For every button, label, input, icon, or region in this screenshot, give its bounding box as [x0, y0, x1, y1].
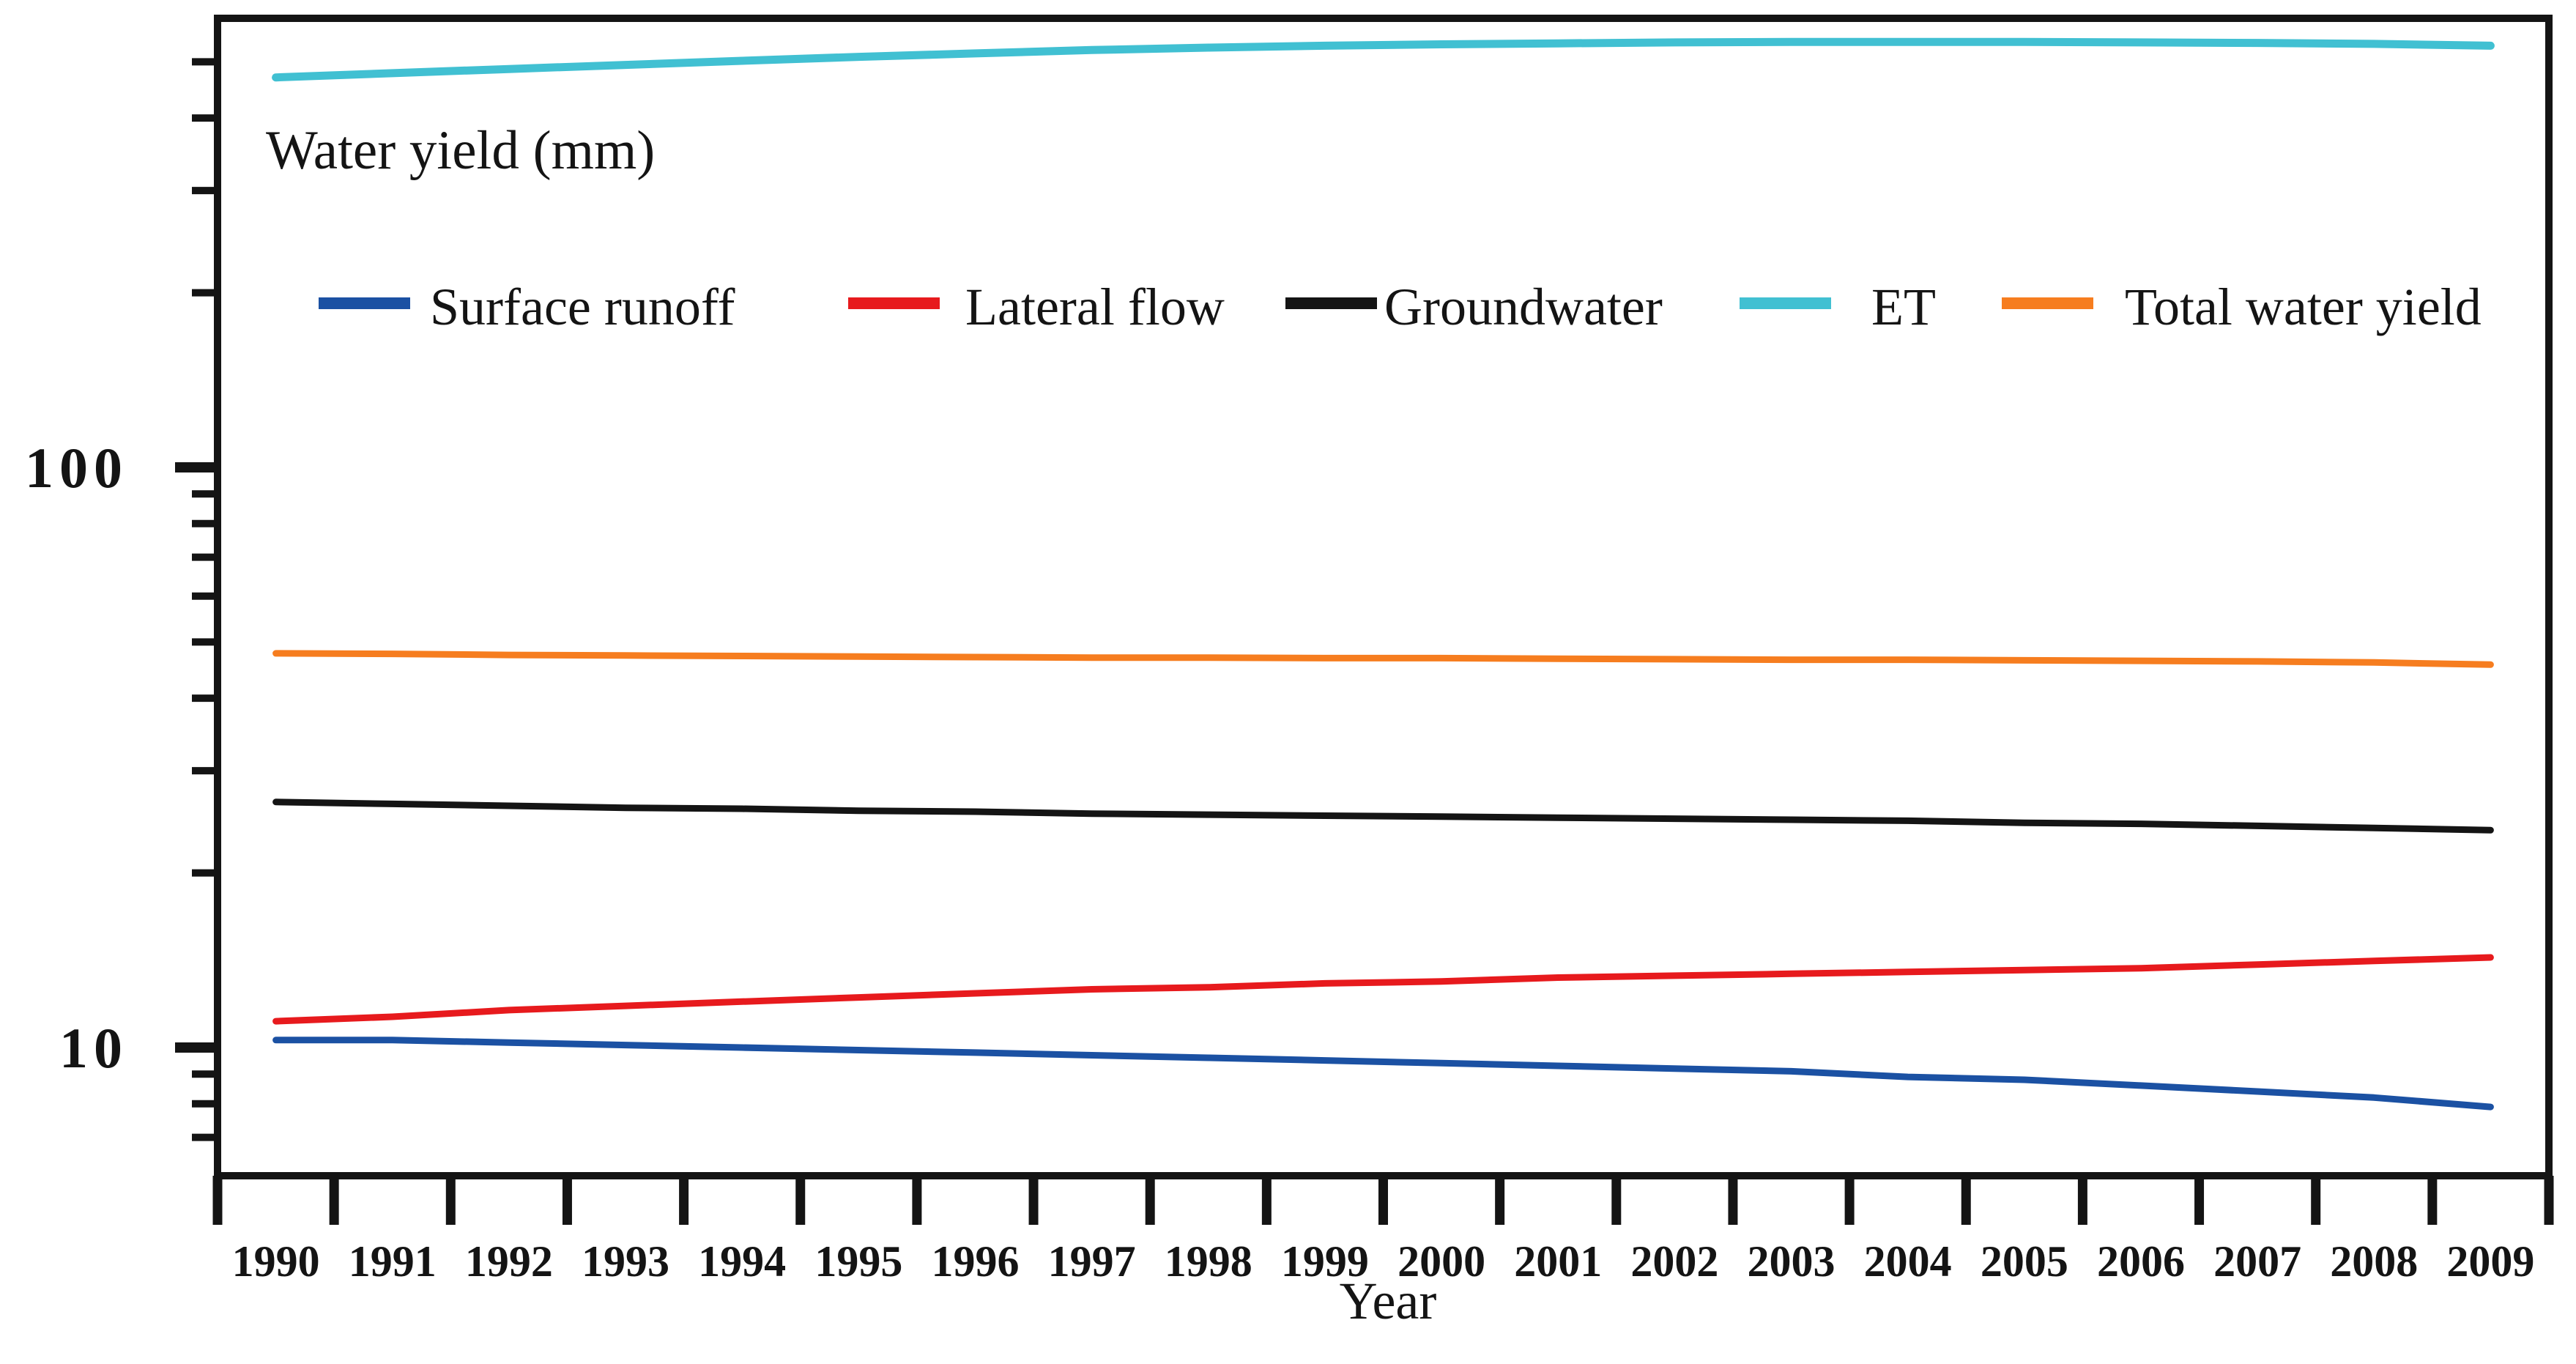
series-line-et	[272, 37, 2495, 82]
x-tick-label: 2008	[2330, 1237, 2418, 1286]
x-tick-label: 1996	[931, 1237, 1019, 1286]
legend-label-et: ET	[1871, 278, 1936, 336]
x-tick-label: 1994	[698, 1237, 786, 1286]
legend-label-surface-runoff: Surface runoff	[430, 278, 735, 336]
y-tick-label-10: 10	[59, 1016, 128, 1080]
x-axis-label: Year	[1340, 1272, 1437, 1330]
chart-title: Water yield (mm)	[266, 120, 655, 181]
legend-label-total-water-yield: Total water yield	[2125, 278, 2482, 336]
series-line-total-water-yield	[272, 650, 2494, 668]
chart-legend: Surface runoff Lateral flow Groundwater ET T…	[319, 278, 2482, 336]
plot-border	[214, 15, 2553, 1179]
x-tick-label: 2005	[1981, 1237, 2068, 1286]
x-tick-label: 2002	[1630, 1237, 1718, 1286]
x-tick-label: 1998	[1165, 1237, 1252, 1286]
x-tick-label: 1997	[1048, 1237, 1136, 1286]
legend-label-lateral-flow: Lateral flow	[965, 278, 1225, 336]
x-tick-label: 1991	[349, 1237, 437, 1286]
x-tick-label: 1992	[465, 1237, 553, 1286]
x-tick-label: 1995	[814, 1237, 902, 1286]
x-axis-ticks	[212, 1176, 2554, 1225]
y-axis-ticks	[175, 58, 218, 1141]
x-tick-label: 1993	[582, 1237, 669, 1286]
series-line-lateral-flow	[272, 954, 2494, 1025]
series-line-groundwater	[272, 798, 2494, 834]
x-tick-label: 2000	[1398, 1237, 1485, 1286]
data-series	[272, 37, 2495, 1111]
x-tick-label: 2003	[1748, 1237, 1836, 1286]
x-tick-label: 2001	[1514, 1237, 1602, 1286]
x-tick-label: 1990	[232, 1237, 320, 1286]
legend-label-groundwater: Groundwater	[1384, 278, 1663, 336]
y-tick-label-100: 100	[25, 436, 128, 500]
x-tick-label: 2004	[1864, 1237, 1952, 1286]
x-axis-tick-labels: 1990 1991 1992 1993 1994 1995 1996 1997 1998 1999…	[232, 1237, 2535, 1286]
x-tick-label: 2007	[2213, 1237, 2301, 1286]
x-tick-label: 1999	[1281, 1237, 1369, 1286]
x-tick-label: 2009	[2446, 1237, 2534, 1286]
series-line-surface-runoff	[272, 1037, 2494, 1111]
x-tick-label: 2006	[2097, 1237, 2185, 1286]
